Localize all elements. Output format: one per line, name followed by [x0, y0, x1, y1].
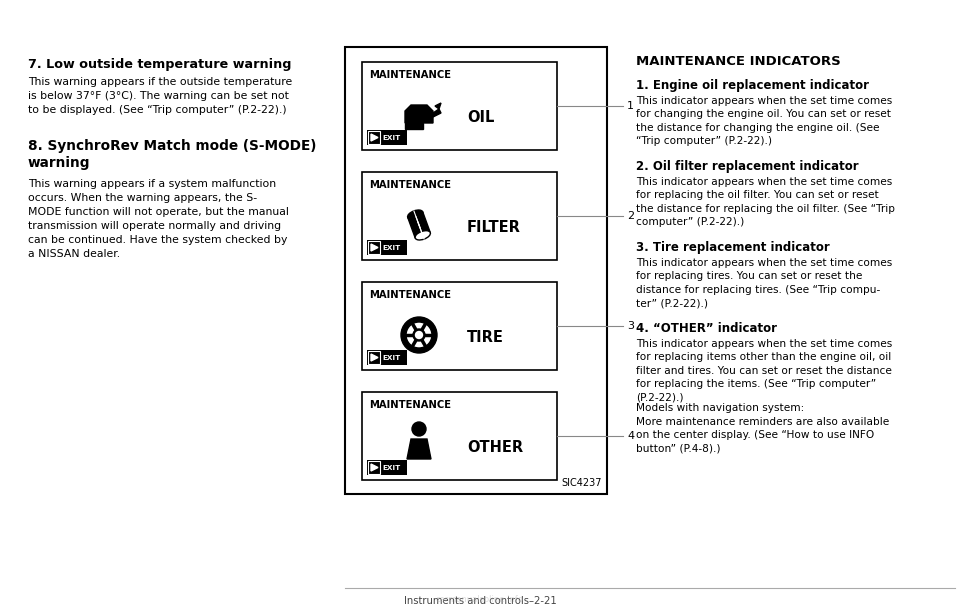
Bar	[368, 351, 380, 364]
Text: 8. SynchroRev Match mode (S-MODE)
warning: 8. SynchroRev Match mode (S-MODE) warnin…	[28, 139, 317, 170]
Text: TIRE: TIRE	[467, 330, 504, 345]
Text: 4. “OTHER” indicator: 4. “OTHER” indicator	[636, 322, 777, 335]
Bar	[367, 460, 407, 475]
Bar	[345, 47, 607, 494]
Text: FILTER: FILTER	[467, 220, 521, 234]
Text: This indicator appears when the set time comes
for changing the engine oil. You : This indicator appears when the set time…	[636, 96, 892, 146]
Polygon shape	[435, 103, 441, 109]
Bar	[368, 131, 380, 144]
Bar	[367, 130, 407, 145]
Text: 7. Low outside temperature warning: 7. Low outside temperature warning	[28, 58, 292, 71]
Circle shape	[401, 317, 437, 353]
Text: EXIT: EXIT	[382, 464, 400, 470]
Text: This indicator appears when the set time comes
for replacing items other than th: This indicator appears when the set time…	[636, 339, 892, 402]
Bar	[362, 62, 557, 150]
Text: 3: 3	[627, 321, 634, 331]
Circle shape	[406, 322, 432, 348]
Bar	[367, 350, 407, 365]
Text: This indicator appears when the set time comes
for replacing tires. You can set : This indicator appears when the set time…	[636, 258, 892, 308]
Text: MAINTENANCE INDICATORS: MAINTENANCE INDICATORS	[636, 55, 841, 68]
Circle shape	[412, 422, 426, 436]
Bar	[362, 282, 557, 370]
Polygon shape	[407, 439, 431, 459]
Text: OIL: OIL	[467, 109, 494, 124]
Text: SIC4237: SIC4237	[562, 478, 602, 488]
Polygon shape	[405, 105, 433, 123]
Text: This warning appears if the outside temperature
is below 37°F (3°C). The warning: This warning appears if the outside temp…	[28, 77, 292, 115]
Text: MAINTENANCE: MAINTENANCE	[369, 70, 451, 80]
Polygon shape	[371, 464, 378, 471]
Ellipse shape	[415, 231, 430, 240]
Text: MAINTENANCE: MAINTENANCE	[369, 180, 451, 190]
Text: 3. Tire replacement indicator: 3. Tire replacement indicator	[636, 241, 829, 254]
Text: 2. Oil filter replacement indicator: 2. Oil filter replacement indicator	[636, 160, 858, 173]
Bar	[362, 392, 557, 480]
Polygon shape	[371, 134, 378, 141]
Bar	[367, 240, 407, 255]
Text: 1. Engine oil replacement indicator: 1. Engine oil replacement indicator	[636, 79, 869, 92]
Text: Instruments and controls–2-21: Instruments and controls–2-21	[403, 596, 557, 606]
Text: More maintenance reminders are also available
on the center display. (See “How t: More maintenance reminders are also avai…	[636, 417, 889, 453]
Text: 2: 2	[627, 211, 635, 221]
Bar	[368, 461, 380, 474]
Text: MAINTENANCE: MAINTENANCE	[369, 400, 451, 410]
Bar	[362, 172, 557, 260]
Polygon shape	[371, 244, 378, 251]
Text: This warning appears if a system malfunction
occurs. When the warning appears, t: This warning appears if a system malfunc…	[28, 179, 289, 259]
Text: EXIT: EXIT	[382, 135, 400, 140]
Text: EXIT: EXIT	[382, 245, 400, 251]
Text: This indicator appears when the set time comes
for replacing the oil filter. You: This indicator appears when the set time…	[636, 177, 895, 227]
Polygon shape	[371, 354, 378, 361]
Text: EXIT: EXIT	[382, 354, 400, 361]
Text: MAINTENANCE: MAINTENANCE	[369, 290, 451, 300]
Text: 4: 4	[627, 431, 635, 441]
Circle shape	[413, 329, 425, 341]
Text: Models with navigation system:: Models with navigation system:	[636, 403, 804, 413]
Text: 1: 1	[627, 101, 634, 111]
Bar	[368, 241, 380, 254]
Polygon shape	[433, 109, 441, 117]
Ellipse shape	[408, 210, 422, 219]
Polygon shape	[408, 212, 430, 238]
Text: carmanualsoline.info: carmanualsoline.info	[436, 595, 524, 604]
Polygon shape	[405, 123, 423, 129]
Text: OTHER: OTHER	[467, 439, 523, 455]
Circle shape	[416, 331, 422, 339]
